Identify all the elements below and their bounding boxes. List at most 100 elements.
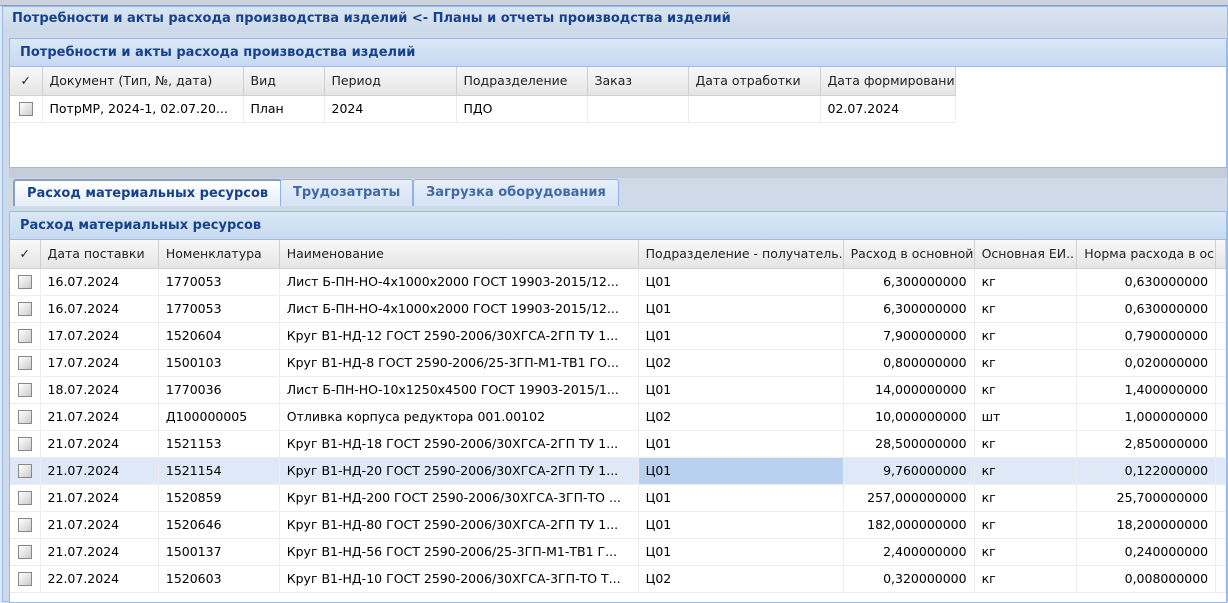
table-row[interactable]: 21.07.2024 1521153 Круг В1-НД-18 ГОСТ 2590… [10,430,1226,458]
cell-filler [1215,403,1226,431]
row-checkbox-cell[interactable] [10,511,41,539]
table-cell [587,95,689,123]
cell-filler [1215,376,1226,404]
row-checkbox-cell[interactable] [10,322,41,350]
table-row[interactable]: 17.07.2024 1520604 Круг В1-НД-12 ГОСТ 2590… [10,322,1226,350]
table-cell: 1770053 [158,268,280,296]
row-checkbox[interactable] [17,491,32,506]
table-row[interactable]: ПотрМР, 2024-1, 02.07.20... План 2024 ПДО 02… [10,95,956,123]
table-row[interactable]: 16.07.2024 1770053 Лист Б-ПН-НО-4x1000x200… [10,268,1226,296]
row-checkbox[interactable] [17,464,32,479]
select-all-header[interactable]: ✓ [10,67,43,96]
column-header[interactable]: Подразделение [456,67,588,96]
table-row[interactable]: 21.07.2024 1521154 Круг В1-НД-20 ГОСТ 2590… [10,457,1226,485]
column-header[interactable]: Документ (Тип, №, дата) [42,67,244,96]
row-checkbox-cell[interactable] [10,95,43,123]
row-checkbox-cell[interactable] [10,295,41,323]
column-header[interactable]: Номенклатура [158,240,280,269]
table-cell: 1770053 [158,295,280,323]
row-checkbox-cell[interactable] [10,538,41,566]
table-row[interactable]: 21.07.2024 Д100000005 Отливка корпуса реду… [10,403,1226,431]
table-row[interactable]: 21.07.2024 1520646 Круг В1-НД-80 ГОСТ 2590… [10,511,1226,539]
table-cell: Д100000005 [158,403,280,431]
select-all-header[interactable]: ✓ [10,240,41,269]
table-cell: 18,200000000 [1076,511,1217,539]
table-cell: 0,320000000 [843,565,975,593]
column-header[interactable]: Наименование [279,240,639,269]
table-cell: кг [974,538,1078,566]
table-row[interactable]: 21.07.2024 1520859 Круг В1-НД-200 ГОСТ 259… [10,484,1226,512]
column-header[interactable]: Основная ЕИ.. [974,240,1078,269]
table-cell: 21.07.2024 [40,538,159,566]
table-cell: 14,000000000 [843,376,975,404]
row-checkbox[interactable] [17,545,32,560]
table-cell: кг [974,268,1078,296]
row-checkbox-cell[interactable] [10,268,41,296]
table-cell: кг [974,376,1078,404]
column-header[interactable]: Норма расхода в ос [1076,240,1217,269]
row-checkbox[interactable] [17,275,32,290]
row-checkbox[interactable] [17,410,32,425]
table-cell: 6,300000000 [843,295,975,323]
tab-equipment-load[interactable]: Загрузка оборудования [413,179,619,206]
table-row[interactable]: 17.07.2024 1500103 Круг В1-НД-8 ГОСТ 2590-… [10,349,1226,377]
table-cell: 1520604 [158,322,280,350]
table-cell: Круг В1-НД-20 ГОСТ 2590-2006/30ХГСА-2ГП … [279,457,639,485]
column-header[interactable]: Дата формировани [820,67,956,96]
row-checkbox[interactable] [17,383,32,398]
row-checkbox[interactable] [17,572,32,587]
table-cell: 21.07.2024 [40,403,159,431]
table-cell: кг [974,322,1078,350]
table-cell: кг [974,484,1078,512]
column-header[interactable]: Вид [243,67,325,96]
cell-filler [1215,268,1226,296]
table-cell: 0,020000000 [1076,349,1217,377]
row-checkbox-cell[interactable] [10,457,41,485]
column-header[interactable]: Заказ [587,67,689,96]
row-checkbox[interactable] [17,437,32,452]
table-cell: Ц02 [638,403,844,431]
documents-grid: ✓ Документ (Тип, №, дата) Вид Период Подразд… [10,67,956,123]
table-row[interactable]: 21.07.2024 1500137 Круг В1-НД-56 ГОСТ 2590… [10,538,1226,566]
materials-grid: ✓ Дата поставки Номенклатура Наименование По… [10,240,1226,593]
table-cell: кг [974,295,1078,323]
column-header[interactable]: Дата поставки [40,240,159,269]
column-header[interactable]: Подразделение - получатель. [638,240,844,269]
tab-material-resources[interactable]: Расход материальных ресурсов [13,179,283,206]
column-header[interactable]: Период [324,67,457,96]
column-header[interactable]: Расход в основной [843,240,975,269]
table-row[interactable]: 18.07.2024 1770036 Лист Б-ПН-НО-10x1250x45… [10,376,1226,404]
row-checkbox-cell[interactable] [10,403,41,431]
row-checkbox-cell[interactable] [10,376,41,404]
table-cell: ПДО [456,95,588,123]
row-checkbox-cell[interactable] [10,430,41,458]
table-cell: Ц02 [638,349,844,377]
table-cell: Круг В1-НД-12 ГОСТ 2590-2006/30ХГСА-2ГП … [279,322,639,350]
table-cell: 7,900000000 [843,322,975,350]
column-header[interactable]: Дата отработки [688,67,821,96]
row-checkbox[interactable] [17,356,32,371]
cell-filler [1215,322,1226,350]
row-checkbox-cell[interactable] [10,565,41,593]
materials-panel: Расход материальных ресурсов ✓ Дата поста… [9,211,1227,603]
table-cell: Ц01 [638,511,844,539]
row-checkbox[interactable] [17,329,32,344]
table-cell: Круг В1-НД-56 ГОСТ 2590-2006/25-3ГП-М1-Т… [279,538,639,566]
documents-panel-title: Потребности и акты расхода производства … [10,39,1226,67]
table-cell: 21.07.2024 [40,511,159,539]
table-row[interactable]: 16.07.2024 1770053 Лист Б-ПН-НО-4x1000x200… [10,295,1226,323]
row-checkbox[interactable] [17,302,32,317]
row-checkbox-cell[interactable] [10,484,41,512]
table-row[interactable]: 22.07.2024 1520603 Круг В1-НД-10 ГОСТ 2590… [10,565,1226,593]
table-cell: 1,400000000 [1076,376,1217,404]
tab-labor-costs[interactable]: Трудозатраты [280,179,414,206]
table-cell: 22.07.2024 [40,565,159,593]
table-cell: 0,630000000 [1076,295,1217,323]
row-checkbox[interactable] [18,102,33,117]
splitter[interactable] [9,168,1227,178]
row-checkbox-cell[interactable] [10,349,41,377]
row-checkbox[interactable] [17,518,32,533]
cell-filler [1215,295,1226,323]
window-title: Потребности и акты расхода производства … [3,7,1227,32]
table-cell: Ц01 [638,430,844,458]
